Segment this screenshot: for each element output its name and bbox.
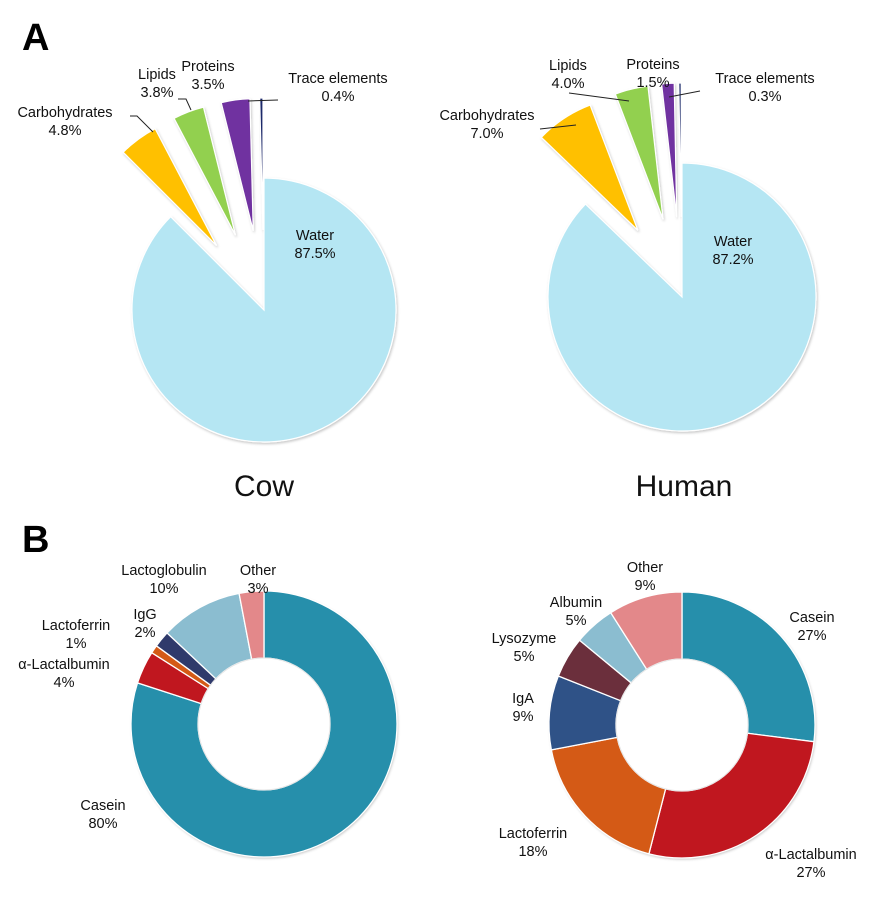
slice-trace-elements xyxy=(259,97,264,231)
slice-trace-elements-label: Trace elements 0.3% xyxy=(715,71,814,105)
segment-igg-label-name: IgG xyxy=(133,607,156,623)
segment-lactoferrin-label-name: Lactoferrin xyxy=(42,618,111,634)
segment-lactoferrin-label: Lactoferrin 1% xyxy=(42,618,111,652)
panel-a-letter: A xyxy=(22,17,49,59)
leader-line-carbohydrates xyxy=(539,124,577,130)
segment-other-label-value: 9% xyxy=(635,578,656,594)
segment-lactoferrin-label-name: Lactoferrin xyxy=(499,826,568,842)
leader-line-carbohydrates xyxy=(130,115,154,133)
slice-carbohydrates xyxy=(540,104,639,231)
slice-proteins-label-name: Proteins xyxy=(626,57,679,73)
donut-hole xyxy=(615,658,749,792)
segment-casein-label-value: 27% xyxy=(797,628,826,644)
segment-albumin-label: Albumin 5% xyxy=(550,595,602,629)
slice-trace-elements-label-value: 0.4% xyxy=(321,89,354,105)
slice-proteins-label-name: Proteins xyxy=(181,59,234,75)
slice-water xyxy=(131,177,397,443)
segment-albumin-label-value: 5% xyxy=(566,613,587,629)
segment-lactoglobulin-label-name: Lactoglobulin xyxy=(121,563,206,579)
segment-igg-label-value: 2% xyxy=(135,625,156,641)
slice-lipids xyxy=(173,106,237,236)
slice-water-label-name: Water xyxy=(296,228,334,244)
segment-lysozyme-label-name: Lysozyme xyxy=(492,631,557,647)
segment-lysozyme-label: Lysozyme 5% xyxy=(492,631,557,665)
slice-water xyxy=(547,162,817,432)
slice-carbohydrates-label-name: Carbohydrates xyxy=(17,105,112,121)
segment-alpha-lactalbumin-label-value: 4% xyxy=(54,675,75,691)
slice-water-label-name: Water xyxy=(714,234,752,250)
slice-proteins-label-value: 1.5% xyxy=(636,75,669,91)
segment-lactoglobulin-label-value: 10% xyxy=(149,581,178,597)
slice-trace-elements-label-name: Trace elements xyxy=(715,71,814,87)
slice-water-label-value: 87.2% xyxy=(712,252,753,268)
slice-lipids-label-name: Lipids xyxy=(549,58,587,74)
segment-other-label: Other 3% xyxy=(240,563,276,597)
species-label-cow: Cow xyxy=(234,470,294,503)
segment-alpha-lactalbumin-label: α-Lactalbumin 27% xyxy=(765,847,856,881)
segment-other-label-name: Other xyxy=(240,563,276,579)
segment-other-label: Other 9% xyxy=(627,560,663,594)
segment-casein-label-name: Casein xyxy=(80,798,125,814)
slice-carbohydrates-label-name: Carbohydrates xyxy=(439,108,534,124)
segment-alpha-lactalbumin-label-name: α-Lactalbumin xyxy=(765,847,856,863)
segment-casein-label: Casein 27% xyxy=(789,610,834,644)
segment-lysozyme-label-value: 5% xyxy=(514,649,535,665)
segment-casein-label-name: Casein xyxy=(789,610,834,626)
slice-trace-elements xyxy=(678,82,682,218)
slice-lipids-label: Lipids 3.8% xyxy=(138,67,176,101)
human-protein-donut: Casein 27% α-Lactalbumin 27% Lactoferrin 18% I… xyxy=(492,560,857,881)
panel-b-letter: B xyxy=(22,519,49,561)
segment-alpha-lactalbumin-label: α-Lactalbumin 4% xyxy=(18,657,109,691)
segment-iga-label-value: 9% xyxy=(513,709,534,725)
slice-trace-elements-label: Trace elements 0.4% xyxy=(288,71,387,105)
segment-iga-label-name: IgA xyxy=(512,691,534,707)
segment-other-label-name: Other xyxy=(627,560,663,576)
slice-proteins-label: Proteins 1.5% xyxy=(626,57,679,91)
slice-trace-elements-label-name: Trace elements xyxy=(288,71,387,87)
slice-proteins xyxy=(220,98,254,231)
slice-carbohydrates-label: Carbohydrates 7.0% xyxy=(439,108,534,142)
slice-lipids-label: Lipids 4.0% xyxy=(549,58,587,92)
slice-lipids xyxy=(614,85,664,220)
segment-iga-label: IgA 9% xyxy=(512,691,534,725)
cow-protein-donut: Casein 80% α-Lactalbumin 4% Lactoferrin 1% IgG… xyxy=(18,563,398,858)
slice-lipids-label-name: Lipids xyxy=(138,67,176,83)
cow-composition-pie: Water 87.5% Carbohydrates 4.8% Lipids 3.8% Pro… xyxy=(17,59,397,443)
segment-lactoferrin-label-value: 1% xyxy=(66,636,87,652)
segment-lactoferrin-label-value: 18% xyxy=(518,844,547,860)
segment-albumin-label-name: Albumin xyxy=(550,595,602,611)
segment-alpha-lactalbumin-label-name: α-Lactalbumin xyxy=(18,657,109,673)
slice-carbohydrates xyxy=(122,127,218,246)
segment-casein-label-value: 80% xyxy=(88,816,117,832)
segment-lactoferrin-label: Lactoferrin 18% xyxy=(499,826,568,860)
leader-line-lipids xyxy=(178,98,192,111)
slice-carbohydrates-label-value: 4.8% xyxy=(48,123,81,139)
slice-lipids-label-value: 4.0% xyxy=(551,76,584,92)
slice-water-label: Water 87.5% xyxy=(294,228,335,262)
human-composition-pie: Water 87.2% Carbohydrates 7.0% Lipids 4.0% Pro… xyxy=(439,57,817,432)
slice-proteins xyxy=(660,82,678,218)
leader-line-trace-elements xyxy=(668,90,701,98)
segment-igg-label: IgG 2% xyxy=(133,607,156,641)
slice-water-label-value: 87.5% xyxy=(294,246,335,262)
slice-carbohydrates-label-value: 7.0% xyxy=(470,126,503,142)
segment-casein-label: Casein 80% xyxy=(80,798,125,832)
slice-lipids-label-value: 3.8% xyxy=(140,85,173,101)
leader-line-trace-elements xyxy=(247,99,279,102)
slice-carbohydrates-label: Carbohydrates 4.8% xyxy=(17,105,112,139)
species-label-human: Human xyxy=(636,470,733,503)
segment-lactoglobulin-label: Lactoglobulin 10% xyxy=(121,563,206,597)
slice-proteins-label: Proteins 3.5% xyxy=(181,59,234,93)
slice-proteins-label-value: 3.5% xyxy=(191,77,224,93)
donut-hole xyxy=(197,657,331,791)
slice-trace-elements-label-value: 0.3% xyxy=(748,89,781,105)
segment-alpha-lactalbumin-label-value: 27% xyxy=(796,865,825,881)
slice-water-label: Water 87.2% xyxy=(712,234,753,268)
leader-line-lipids xyxy=(568,92,630,102)
segment-other-label-value: 3% xyxy=(248,581,269,597)
